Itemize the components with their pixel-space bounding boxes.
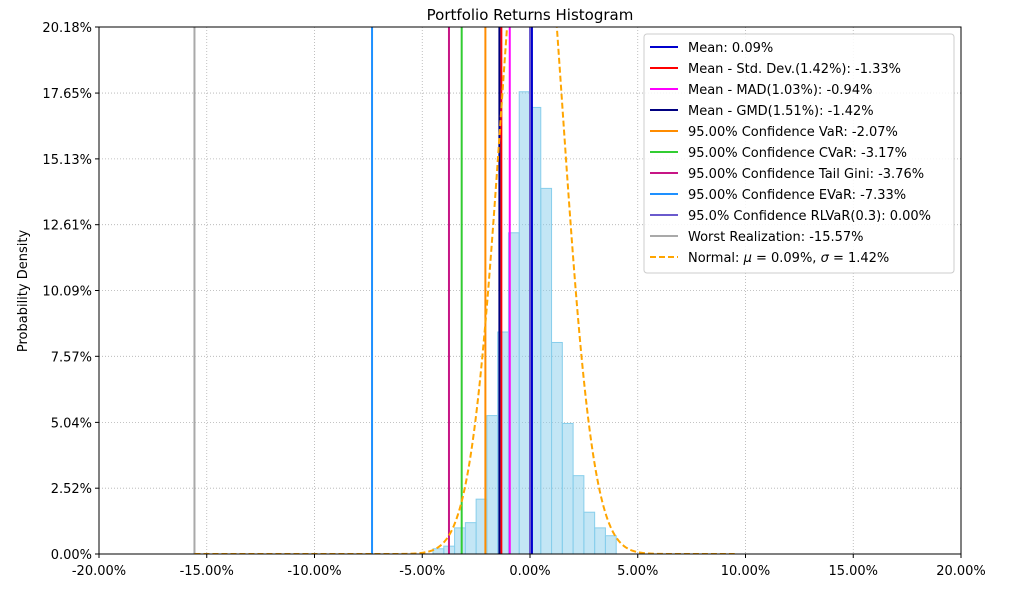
histogram-bar (518, 91, 531, 554)
histogram-bar (432, 548, 445, 554)
y-tick-label: 0.00% (51, 548, 92, 563)
x-tick-label: -5.00% (399, 564, 445, 579)
legend-entry-normal: Normal: μ = 0.09%, σ = 1.42% (688, 251, 889, 266)
risk-lines (193, 27, 533, 554)
histogram-bars (432, 91, 617, 554)
normal-curve (194, 27, 735, 554)
y-tick-label: 17.65% (42, 87, 92, 102)
histogram-bar (561, 422, 574, 554)
x-tick-label: -10.00% (287, 564, 341, 579)
legend-entry: Worst Realization: -15.57% (688, 230, 864, 245)
x-tick-label: -15.00% (180, 564, 234, 579)
legend-text-part: = 0.09%, (752, 251, 821, 266)
legend-text-part: = 1.42% (829, 251, 889, 266)
histogram-bar (604, 535, 617, 554)
legend-entry: Mean: 0.09% (688, 41, 773, 56)
normal-curve-group (194, 27, 735, 554)
legend-entry: Mean - GMD(1.51%): -1.42% (688, 104, 874, 119)
x-tick-label: 0.00% (509, 564, 550, 579)
legend-entry: Mean - MAD(1.03%): -0.94% (688, 83, 872, 98)
histogram-bar (594, 527, 606, 554)
legend-entry: 95.00% Confidence EVaR: -7.33% (688, 188, 906, 203)
histogram-bar (583, 511, 596, 554)
x-tick-label: 10.00% (721, 564, 771, 579)
x-tick-label: 5.00% (617, 564, 658, 579)
legend-text-part: μ (743, 251, 752, 266)
y-tick-label: 15.13% (42, 153, 92, 168)
legend: Mean: 0.09% Mean - Std. Dev.(1.42%): -1.3… (643, 33, 955, 274)
y-tick-label: 12.61% (42, 219, 92, 234)
chart-title: Portfolio Returns Histogram (427, 6, 634, 24)
legend-box (643, 33, 955, 274)
legend-entry: 95.00% Confidence Tail Gini: -3.76% (688, 167, 924, 182)
y-tick-label: 20.18% (42, 21, 92, 36)
y-tick-label: 10.09% (42, 285, 92, 300)
legend-entry: 95.00% Confidence CVaR: -3.17% (688, 146, 907, 161)
y-axis: 0.00% 2.52% 5.04% 7.57% 10.09% 12.61% 15.13% 17… (42, 21, 99, 563)
legend-entry: 95.0% Confidence RLVaR(0.3): 0.00% (688, 209, 931, 224)
legend-entry: Mean - Std. Dev.(1.42%): -1.33% (688, 62, 901, 77)
x-tick-label: -20.00% (72, 564, 126, 579)
legend-entry: 95.00% Confidence VaR: -2.07% (688, 125, 898, 140)
legend-text-part: σ (821, 251, 830, 266)
histogram-bar (572, 475, 585, 554)
histogram-bar (454, 527, 466, 554)
histogram-bar (464, 522, 477, 554)
x-tick-label: 20.00% (936, 564, 986, 579)
y-tick-label: 2.52% (51, 482, 92, 497)
y-tick-label: 7.57% (51, 350, 92, 365)
y-tick-label: 5.04% (51, 416, 92, 431)
histogram-bar (551, 341, 563, 554)
histogram-bar (540, 187, 553, 554)
legend-text-part: Normal: (688, 251, 744, 266)
x-axis: -20.00% -15.00% -10.00% -5.00% 0.00% 5.00% 10.… (72, 554, 986, 579)
y-axis-label: Probability Density (16, 230, 31, 353)
histogram-bar (486, 415, 499, 554)
x-tick-label: 15.00% (828, 564, 878, 579)
